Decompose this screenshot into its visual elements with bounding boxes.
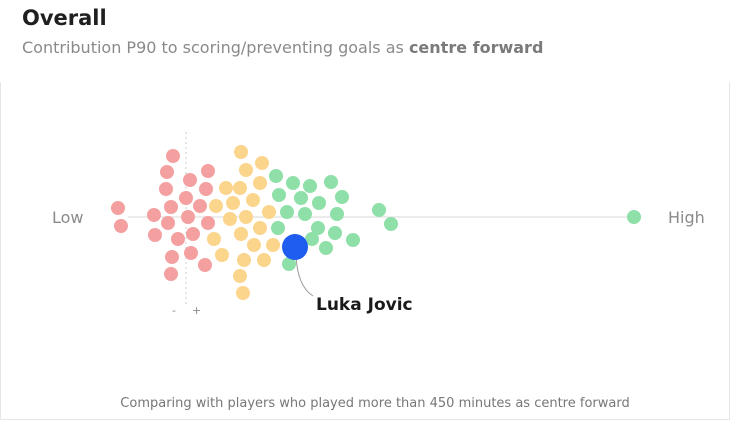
player-dot[interactable] — [324, 175, 338, 189]
player-dot[interactable] — [183, 173, 197, 187]
highlighted-player-dot[interactable] — [282, 234, 308, 260]
player-dot[interactable] — [198, 258, 212, 272]
player-dot[interactable] — [280, 205, 294, 219]
player-dot[interactable] — [246, 193, 260, 207]
player-dot[interactable] — [384, 217, 398, 231]
player-dot[interactable] — [239, 163, 253, 177]
player-dot[interactable] — [286, 176, 300, 190]
player-dot[interactable] — [330, 207, 344, 221]
player-dot[interactable] — [269, 169, 283, 183]
player-dot[interactable] — [215, 248, 229, 262]
player-dot[interactable] — [266, 238, 280, 252]
player-dot[interactable] — [328, 226, 342, 240]
player-dot[interactable] — [184, 246, 198, 260]
player-dot[interactable] — [111, 201, 125, 215]
subtitle-text: Contribution P90 to scoring/preventing g… — [22, 38, 404, 57]
player-dot[interactable] — [147, 208, 161, 222]
player-pointer — [295, 253, 314, 297]
player-dot[interactable] — [171, 232, 185, 246]
player-dot[interactable] — [236, 286, 250, 300]
player-dot[interactable] — [262, 205, 276, 219]
axis-low-label: Low — [52, 208, 84, 227]
player-dot[interactable] — [298, 207, 312, 221]
player-dot[interactable] — [234, 227, 248, 241]
player-dot[interactable] — [257, 253, 271, 267]
player-dot[interactable] — [335, 190, 349, 204]
player-dot[interactable] — [303, 179, 317, 193]
player-dot[interactable] — [161, 216, 175, 230]
player-dot[interactable] — [319, 241, 333, 255]
chart-panel — [0, 82, 730, 420]
player-dot[interactable] — [166, 149, 180, 163]
player-dot[interactable] — [165, 250, 179, 264]
player-dot[interactable] — [114, 219, 128, 233]
player-dot[interactable] — [179, 191, 193, 205]
player-dot[interactable] — [271, 221, 285, 235]
player-dot[interactable] — [234, 145, 248, 159]
player-dot[interactable] — [223, 212, 237, 226]
player-dot[interactable] — [253, 176, 267, 190]
player-dot[interactable] — [219, 181, 233, 195]
player-dot[interactable] — [209, 199, 223, 213]
subtitle-position: centre forward — [408, 38, 544, 57]
player-dot[interactable] — [159, 182, 173, 196]
player-dot[interactable] — [201, 164, 215, 178]
player-dot[interactable] — [239, 210, 253, 224]
player-points — [111, 145, 641, 300]
player-dot[interactable] — [372, 203, 386, 217]
player-dot[interactable] — [207, 232, 221, 246]
player-dot[interactable] — [148, 228, 162, 242]
minus-marker: - — [172, 304, 176, 317]
player-dot[interactable] — [201, 216, 215, 230]
player-dot[interactable] — [255, 156, 269, 170]
player-dot[interactable] — [282, 257, 296, 271]
player-dot[interactable] — [164, 267, 178, 281]
player-dot[interactable] — [311, 221, 325, 235]
axis-high-label: High — [668, 208, 705, 227]
player-dot[interactable] — [181, 210, 195, 224]
player-dot[interactable] — [346, 233, 360, 247]
player-dot[interactable] — [193, 199, 207, 213]
footnote: Comparing with players who played more t… — [120, 396, 630, 411]
player-dot[interactable] — [294, 191, 308, 205]
player-dot[interactable] — [233, 269, 247, 283]
player-dot[interactable] — [199, 182, 213, 196]
player-dot[interactable] — [272, 188, 286, 202]
plus-marker: + — [192, 304, 202, 317]
player-dot[interactable] — [312, 196, 326, 210]
player-dot[interactable] — [627, 210, 641, 224]
player-dot[interactable] — [226, 196, 240, 210]
player-dot[interactable] — [305, 232, 319, 246]
player-dot[interactable] — [237, 253, 251, 267]
player-dot[interactable] — [253, 221, 267, 235]
player-dot[interactable] — [233, 181, 247, 195]
player-dot[interactable] — [164, 200, 178, 214]
player-dot[interactable] — [186, 227, 200, 241]
player-dot[interactable] — [247, 238, 261, 252]
subtitle: Contribution P90 to scoring/preventing g… — [22, 38, 543, 57]
player-dot[interactable] — [160, 165, 174, 179]
page-title: Overall — [22, 6, 107, 30]
highlighted-player-name: Luka Jovic — [316, 295, 413, 315]
